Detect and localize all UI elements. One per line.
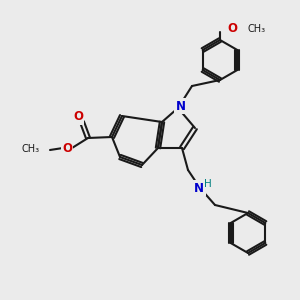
- Text: N: N: [176, 100, 186, 112]
- Text: O: O: [73, 110, 83, 124]
- Text: CH₃: CH₃: [22, 144, 40, 154]
- Text: O: O: [62, 142, 72, 154]
- Text: CH₃: CH₃: [248, 24, 266, 34]
- Text: H: H: [204, 179, 212, 189]
- Text: O: O: [227, 22, 237, 35]
- Text: N: N: [194, 182, 204, 194]
